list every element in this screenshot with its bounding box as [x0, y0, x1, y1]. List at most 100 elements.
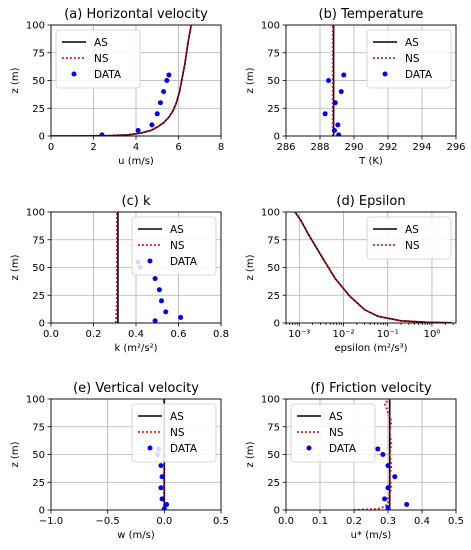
- data-point: [341, 72, 347, 78]
- data-point: [149, 122, 155, 128]
- x-tick-label: 0.1: [312, 516, 328, 527]
- legend-box: [290, 403, 376, 463]
- legend-label: NS: [405, 240, 420, 252]
- x-tick-label: 0.2: [346, 516, 362, 527]
- x-axis-label: w (m/s): [117, 530, 155, 541]
- axes-frame: [285, 211, 457, 324]
- data-point: [178, 314, 184, 320]
- data-point: [375, 446, 381, 452]
- legend-label: AS: [405, 37, 419, 49]
- y-tick-label: 75: [32, 48, 45, 59]
- legend-label: DATA: [94, 69, 122, 81]
- x-tick-label: 10⁰: [424, 329, 441, 340]
- axes-frame: [50, 24, 222, 137]
- legend-label: DATA: [170, 256, 198, 268]
- y-tick-label: 50: [32, 263, 45, 274]
- y-tick-label: 0: [274, 319, 280, 330]
- y-axis-label: z (m): [245, 254, 256, 280]
- data-point: [164, 78, 170, 83]
- data-point: [99, 132, 105, 136]
- data-point: [322, 111, 328, 117]
- axes-frame: [50, 211, 222, 324]
- chart-title: (d) Epsilon: [336, 194, 405, 209]
- data-point: [152, 318, 158, 323]
- legend-marker: [306, 445, 312, 451]
- data-point: [331, 127, 337, 133]
- y-tick-label: 50: [267, 263, 280, 274]
- x-tick-label: 2: [90, 142, 96, 153]
- x-tick-label: 0.8: [213, 329, 229, 340]
- x-tick-label: 0.4: [128, 329, 144, 340]
- x-tick-label: 10⁻¹: [377, 329, 399, 340]
- x-tick-label: 0.5: [213, 516, 229, 527]
- y-tick-label: 50: [267, 450, 280, 461]
- legend-marker: [382, 71, 388, 77]
- data-point: [135, 127, 141, 133]
- data-point: [161, 506, 167, 510]
- data-point: [156, 287, 162, 293]
- x-axis-label: T (K): [358, 156, 383, 167]
- data-point: [159, 496, 165, 502]
- chart-title: (c) k: [122, 194, 151, 209]
- legend-label: DATA: [405, 69, 433, 81]
- y-tick-label: 50: [267, 76, 280, 87]
- data-point: [382, 496, 388, 502]
- y-axis-label: z (m): [245, 67, 256, 93]
- data-point: [161, 89, 167, 95]
- legend-label: AS: [329, 411, 343, 423]
- y-tick-label: 0: [39, 506, 45, 517]
- data-point: [157, 100, 163, 106]
- legend-label: AS: [170, 411, 184, 423]
- legend: AS NS: [366, 216, 452, 260]
- chart-panel-2: 286 288 290 292 294 296 0 25 50 75 100 (b) Temperat…: [245, 7, 466, 167]
- x-tick-label: −1.0: [39, 516, 63, 527]
- x-tick-label: 294: [412, 142, 431, 153]
- x-tick-label: 0.3: [380, 516, 396, 527]
- chart-title: (a) Horizontal velocity: [64, 7, 208, 22]
- y-tick-label: 25: [267, 291, 280, 302]
- x-tick-label: 10⁻³: [288, 329, 310, 340]
- y-tick-label: 25: [32, 291, 45, 302]
- legend-label: NS: [405, 53, 420, 65]
- axes-frame: [285, 24, 457, 137]
- chart-title: (e) Vertical velocity: [73, 381, 199, 396]
- x-tick-label: 0.0: [43, 329, 59, 340]
- legend-marker: [147, 445, 153, 451]
- legend-box: [55, 29, 141, 89]
- legend-label: NS: [94, 53, 109, 65]
- y-tick-label: 75: [267, 422, 280, 433]
- ns-series-line: [294, 212, 452, 323]
- x-tick-label: 0.4: [414, 516, 430, 527]
- chart-panel-3: 0.0 0.2 0.4 0.6 0.8 0 25 50 75 100 (c) k k (m²/s²) z…: [10, 194, 229, 354]
- legend: AS NS DATA: [131, 216, 217, 276]
- x-tick-label: 6: [175, 142, 181, 153]
- legend-label: NS: [329, 427, 344, 439]
- chart-panel-5: −1.0 −0.5 0.0 0.5 0 25 50 75 100 (e) Vertical vel…: [10, 381, 229, 541]
- y-tick-label: 0: [274, 506, 280, 517]
- y-tick-label: 0: [274, 132, 280, 143]
- y-tick-label: 25: [267, 104, 280, 115]
- x-tick-label: 286: [276, 142, 295, 153]
- x-tick-label: 0.5: [448, 516, 464, 527]
- data-point: [152, 276, 158, 282]
- legend-marker: [147, 258, 153, 264]
- data-point: [159, 298, 164, 304]
- data-point: [163, 309, 169, 315]
- y-tick-label: 25: [32, 478, 45, 489]
- legend-label: AS: [170, 224, 184, 236]
- y-tick-label: 25: [267, 478, 280, 489]
- data-point: [338, 89, 344, 95]
- chart-title: (b) Temperature: [319, 7, 424, 22]
- y-tick-label: 25: [32, 104, 45, 115]
- y-tick-label: 0: [39, 132, 45, 143]
- x-tick-label: 8: [218, 142, 224, 153]
- y-tick-label: 100: [261, 208, 280, 219]
- y-axis-label: z (m): [245, 441, 256, 467]
- legend-marker: [71, 71, 77, 77]
- x-axis-label: k (m²/s²): [114, 343, 157, 354]
- data-point: [164, 501, 170, 507]
- y-tick-label: 75: [32, 422, 45, 433]
- x-tick-label: 10⁻²: [333, 329, 355, 340]
- data-point: [392, 474, 398, 480]
